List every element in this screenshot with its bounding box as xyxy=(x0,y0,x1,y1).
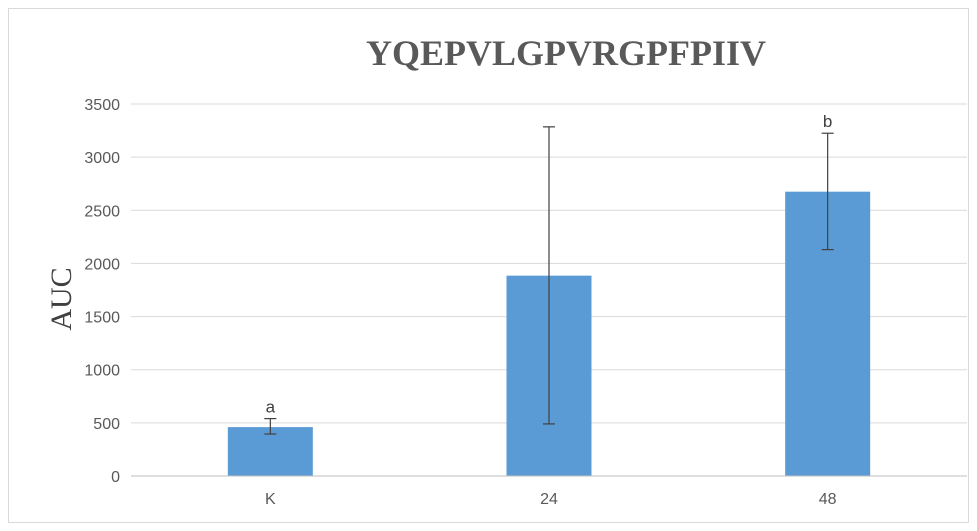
y-tick-label: 1500 xyxy=(84,310,120,327)
x-tick-label: 24 xyxy=(540,491,558,508)
y-tick-label: 1000 xyxy=(84,363,120,380)
error-bar-layer xyxy=(264,126,834,435)
y-tick-label: 2000 xyxy=(84,256,120,273)
x-tick-label: 48 xyxy=(819,491,837,508)
significance-label: b xyxy=(823,112,832,131)
y-tick-label: 0 xyxy=(111,469,120,486)
y-tick-label: 3000 xyxy=(84,150,120,167)
bar xyxy=(227,427,313,476)
x-tick-label: K xyxy=(265,491,276,508)
y-tick-label: 3500 xyxy=(84,97,120,114)
y-tick-label: 500 xyxy=(93,416,120,433)
significance-label: a xyxy=(266,398,276,417)
chart-svg: 0 500 1000 1500 2000 2500 3000 3500 Ka 24 48 b YQEP… xyxy=(45,33,967,508)
chart-title: YQEPVLGPVRGPFPIIV xyxy=(366,33,766,73)
y-tick-label: 2500 xyxy=(84,203,120,220)
y-axis-label: AUC xyxy=(45,267,78,330)
label-layer: 0 500 1000 1500 2000 2500 3000 3500 Ka 24 48 b xyxy=(84,97,836,508)
